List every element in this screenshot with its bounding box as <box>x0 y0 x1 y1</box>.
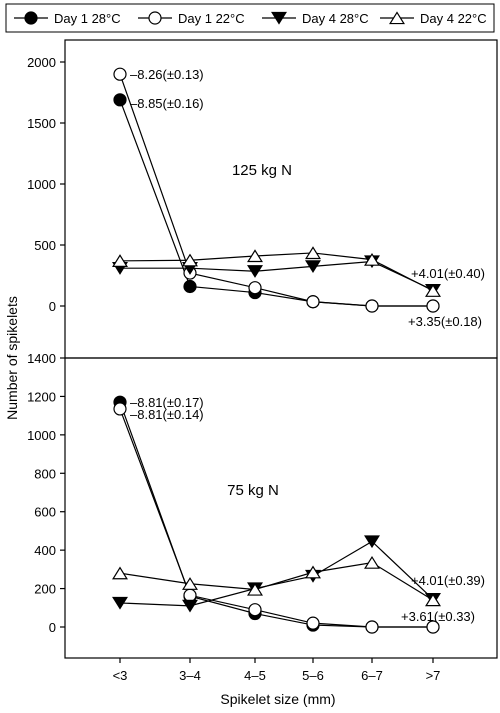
data-annotation: +3.35(±0.18) <box>408 314 482 329</box>
legend-entry-day-4-28-c: Day 4 28°C <box>262 11 369 26</box>
y-tick-label: 0 <box>49 299 56 314</box>
data-point-day-1-28-c <box>183 279 197 294</box>
panel-125-kg-n: 0 500 1000 1500 2000 125 kg N –8.26(±0.13) –8.8… <box>27 39 498 359</box>
series-line-day-1-28-c <box>119 99 433 307</box>
legend-marker-filled-triangle-down <box>271 11 287 25</box>
data-point-day-4-22-c <box>425 284 441 297</box>
data-point-day-1-22-c <box>306 616 320 630</box>
series-line-day-4-22-c <box>119 562 434 601</box>
series-line-day-4-28-c <box>120 260 434 291</box>
data-point-day-4-22-c <box>364 555 380 569</box>
data-point-day-4-22-c <box>247 582 263 596</box>
y-tick-label: 1000 <box>27 428 56 443</box>
data-point-day-4-28-c <box>305 260 321 274</box>
x-tick-label: 6–7 <box>361 668 383 683</box>
legend-marker-open-triangle-up <box>389 11 405 25</box>
series-line-day-4-28-c <box>119 540 434 607</box>
legend: Day 1 28°C Day 1 22°C Day 4 28°C Day 4 22°C <box>5 3 495 33</box>
x-tick-label: >7 <box>426 668 441 683</box>
series-line-day-1-22-c <box>119 74 433 307</box>
data-point-day-1-22-c <box>183 588 197 602</box>
legend-label: Day 1 28°C <box>54 11 121 26</box>
panel-label: 125 kg N <box>232 162 292 179</box>
data-point-day-1-22-c <box>426 620 440 634</box>
y-tick-label: 200 <box>34 582 56 597</box>
data-point-day-1-28-c <box>113 93 127 107</box>
data-point-day-4-22-c <box>112 254 128 268</box>
x-tick-label: <3 <box>113 668 128 683</box>
y-tick-label: 1000 <box>27 177 56 192</box>
x-axis: <3 3–4 4–5 5–6 6–7 >7 <box>113 658 441 683</box>
legend-label: Day 4 22°C <box>420 11 487 26</box>
series-line-day-4-22-c <box>119 252 434 292</box>
panel-label: 75 kg N <box>227 482 279 499</box>
x-tick-label: 5–6 <box>302 668 324 683</box>
data-point-day-1-22-c <box>248 603 262 617</box>
y-tick-label: 1400 <box>27 351 56 366</box>
y-tick-label: 0 <box>49 620 56 635</box>
y-axis-label: Number of spikelets <box>4 296 20 420</box>
data-point-day-1-22-c <box>365 620 379 634</box>
series-lines <box>119 401 434 628</box>
y-tick-label: 800 <box>34 466 56 481</box>
data-point-day-4-28-c <box>247 265 263 278</box>
data-annotation: +3.61(±0.33) <box>401 609 475 624</box>
data-point-day-4-22-c <box>364 252 380 266</box>
legend-marker-filled-circle <box>24 11 38 25</box>
y-tick-label: 2000 <box>27 55 56 70</box>
data-annotation: –8.26(±0.13) <box>130 67 204 82</box>
data-point-day-4-22-c <box>247 249 263 263</box>
legend-label: Day 4 28°C <box>302 11 369 26</box>
data-point-day-4-28-c <box>182 599 198 613</box>
legend-entry-day-1-28-c: Day 1 28°C <box>14 11 121 26</box>
data-point-day-1-22-c <box>248 281 262 295</box>
data-annotation: –8.81(±0.17) <box>130 395 204 410</box>
y-tick-label: 600 <box>34 505 56 520</box>
data-annotation: +4.01(±0.40) <box>411 266 485 281</box>
data-point-day-1-22-c <box>113 67 127 81</box>
data-point-day-4-22-c <box>182 577 198 590</box>
panel-frame <box>64 357 498 659</box>
data-point-day-4-28-c <box>364 535 380 549</box>
data-point-day-1-22-c <box>365 299 379 313</box>
data-point-day-1-22-c <box>426 299 440 313</box>
data-point-day-1-22-c <box>113 402 127 416</box>
data-annotation: +4.01(±0.39) <box>411 573 485 588</box>
y-tick-label: 400 <box>34 543 56 558</box>
legend-marker-open-circle <box>148 11 162 25</box>
x-tick-label: 4–5 <box>244 668 266 683</box>
series-markers <box>112 67 441 313</box>
panel-75-kg-n: 0 200 400 600 800 1000 1200 1400 75 kg N –8.81(±0… <box>27 351 498 659</box>
data-point-day-4-22-c <box>425 593 441 607</box>
series-line-day-1-28-c <box>119 401 433 628</box>
data-point-day-4-22-c <box>305 246 321 260</box>
x-tick-label: 3–4 <box>179 668 201 683</box>
legend-label: Day 1 22°C <box>178 11 245 26</box>
data-point-day-1-22-c <box>306 295 320 309</box>
data-point-day-4-22-c <box>305 565 321 579</box>
legend-entry-day-4-22-c: Day 4 22°C <box>380 11 487 26</box>
series-lines <box>119 74 434 307</box>
data-point-day-4-22-c <box>112 566 128 580</box>
y-tick-label: 1500 <box>27 116 56 131</box>
legend-entry-day-1-22-c: Day 1 22°C <box>138 11 245 26</box>
data-annotation: –8.81(±0.14) <box>130 407 204 422</box>
x-axis-label: Spikelet size (mm) <box>220 691 335 707</box>
data-point-day-4-28-c <box>112 596 128 610</box>
y-tick-label: 500 <box>34 238 56 253</box>
series-line-day-1-22-c <box>119 408 433 628</box>
series-markers <box>112 395 441 634</box>
data-point-day-4-22-c <box>182 253 198 267</box>
data-annotation: –8.85(±0.16) <box>130 96 204 111</box>
y-tick-label: 1200 <box>27 389 56 404</box>
